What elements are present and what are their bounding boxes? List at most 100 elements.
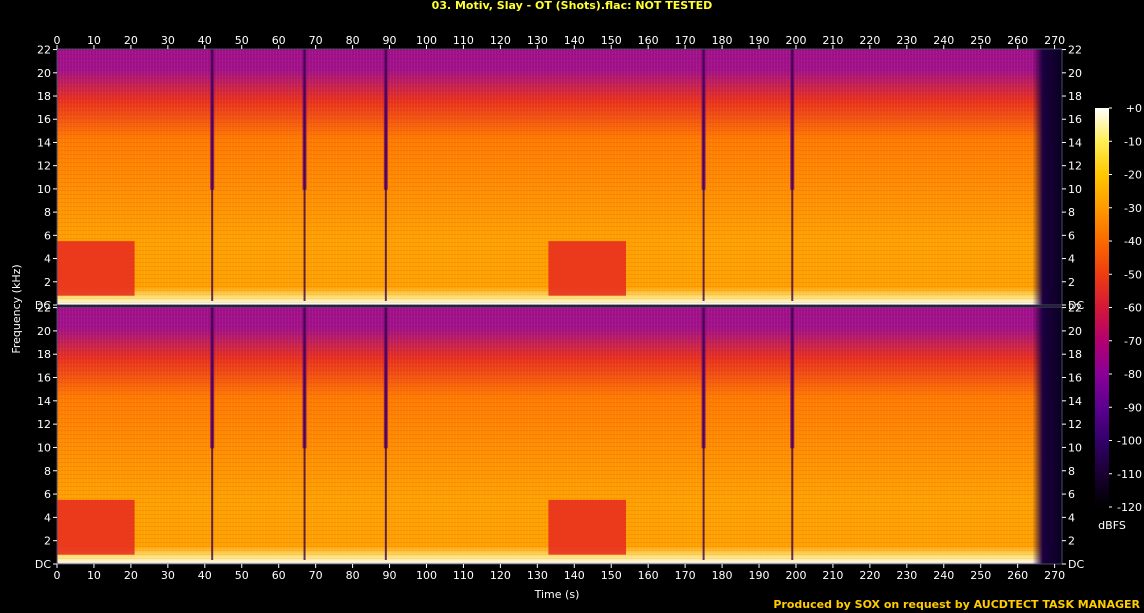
quiet-gap-core (791, 49, 794, 301)
x-tick-label: 70 (309, 569, 323, 582)
x-tick-label: 240 (933, 569, 954, 582)
x-axis-title: Time (s) (534, 588, 580, 601)
y-tick-label: 22 (37, 44, 51, 57)
x-tick-label-top: 160 (638, 34, 659, 47)
x-tick-label: 220 (859, 569, 880, 582)
y-tick-label: 20 (37, 325, 51, 338)
y-tick-label: 2 (44, 276, 51, 289)
x-tick-label-top: 130 (527, 34, 548, 47)
quiet-gap-core (384, 49, 387, 301)
y-tick-label: 4 (44, 253, 51, 266)
y-tick-label-right: 6 (1068, 488, 1075, 501)
credit-text: Produced by SOX on request by AUCDTECT T… (773, 598, 1140, 611)
y-tick-label-right: 22 (1068, 302, 1082, 315)
y-tick-label-right: 2 (1068, 276, 1075, 289)
y-tick-label-right: 10 (1068, 183, 1082, 196)
x-tick-label-top: 240 (933, 34, 954, 47)
colorbar-tick-label: +0 (1126, 102, 1142, 115)
x-tick-label: 60 (272, 569, 286, 582)
x-tick-label-top: 70 (309, 34, 323, 47)
y-tick-label: 14 (37, 136, 51, 149)
track-end-fade (1032, 307, 1062, 564)
y-tick-label-right: 14 (1068, 136, 1082, 149)
spectrogram-panel-1 (56, 48, 1063, 306)
x-tick-label: 230 (896, 569, 917, 582)
y-tick-label: 2 (44, 535, 51, 548)
y-axis-title: Frequency (kHz) (10, 264, 23, 353)
x-tick-label-top: 220 (859, 34, 880, 47)
colorbar-tick-label: -50 (1124, 268, 1142, 281)
colorbar-tick-label: -70 (1124, 335, 1142, 348)
y-tick-label-right: 20 (1068, 325, 1082, 338)
panel-frame (56, 306, 1063, 565)
y-tick-label-right: 8 (1068, 206, 1075, 219)
y-tick-label-right: 20 (1068, 67, 1082, 80)
x-tick-label-top: 100 (416, 34, 437, 47)
colorbar-tick-label: -80 (1124, 368, 1142, 381)
x-tick-label-top: 30 (161, 34, 175, 47)
y-tick-label: 10 (37, 441, 51, 454)
y-tick-label: 6 (44, 229, 51, 242)
x-tick-label-top: 90 (383, 34, 397, 47)
x-tick-label: 190 (749, 569, 770, 582)
x-tick-label-top: 0 (54, 34, 61, 47)
x-tick-label: 260 (1007, 569, 1028, 582)
spectrogram-panel-2 (56, 306, 1063, 565)
x-tick-label: 110 (453, 569, 474, 582)
y-tick-label: 16 (37, 372, 51, 385)
x-tick-label: 150 (601, 569, 622, 582)
y-tick-label-right: 16 (1068, 113, 1082, 126)
y-tick-label: 12 (37, 418, 51, 431)
quiet-gap-core (211, 49, 214, 301)
x-tick-label: 100 (416, 569, 437, 582)
y-tick-label: 20 (37, 67, 51, 80)
colorbar-tick-label: -40 (1124, 235, 1142, 248)
track-end-fade (1032, 49, 1062, 305)
x-tick-label-top: 270 (1044, 34, 1065, 47)
y-tick-label-right: 4 (1068, 511, 1075, 524)
y-tick-label: 12 (37, 160, 51, 173)
y-tick-label-right: 2 (1068, 535, 1075, 548)
colorbar (1095, 108, 1109, 507)
panel-frame (56, 48, 1063, 306)
x-tick-label: 130 (527, 569, 548, 582)
x-tick-label-top: 150 (601, 34, 622, 47)
y-tick-label-right: 16 (1068, 372, 1082, 385)
x-tick-label: 20 (124, 569, 138, 582)
x-tick-label-top: 110 (453, 34, 474, 47)
y-tick-label-right: DC (1068, 299, 1084, 312)
x-tick-label-top: 250 (970, 34, 991, 47)
low-band-section (548, 499, 627, 555)
colorbar-tick-label: -60 (1124, 302, 1142, 315)
x-tick-label: 140 (564, 569, 585, 582)
y-tick-label-right: 18 (1068, 348, 1082, 361)
y-tick-label-right: 14 (1068, 395, 1082, 408)
y-tick-label-right: 12 (1068, 418, 1082, 431)
y-tick-label: 14 (37, 395, 51, 408)
x-tick-label: 80 (346, 569, 360, 582)
y-tick-label-right: 8 (1068, 465, 1075, 478)
colorbar-tick-label: -30 (1124, 202, 1142, 215)
y-tick-label-right: 4 (1068, 253, 1075, 266)
colorbar-unit: dBFS (1098, 519, 1126, 532)
quiet-gap-core (303, 49, 306, 301)
colorbar-tick-label: -120 (1117, 501, 1142, 514)
y-tick-label-right: 12 (1068, 160, 1082, 173)
x-tick-label-top: 170 (675, 34, 696, 47)
y-tick-label-right: 22 (1068, 44, 1082, 57)
y-tick-label: DC (35, 299, 51, 312)
x-tick-label-top: 180 (712, 34, 733, 47)
quiet-gap-core (702, 49, 705, 301)
quiet-gap-core (791, 307, 794, 560)
y-tick-label-right: 10 (1068, 441, 1082, 454)
colorbar-tick-label: -110 (1117, 468, 1142, 481)
chart-title: 03. Motiv, Slay - OT (Shots).flac: NOT T… (431, 0, 713, 12)
x-tick-label-top: 60 (272, 34, 286, 47)
y-tick-label: 8 (44, 206, 51, 219)
x-tick-label-top: 80 (346, 34, 360, 47)
x-tick-label: 40 (198, 569, 212, 582)
low-band-section (548, 241, 627, 296)
y-tick-label: 4 (44, 511, 51, 524)
x-tick-label-top: 140 (564, 34, 585, 47)
